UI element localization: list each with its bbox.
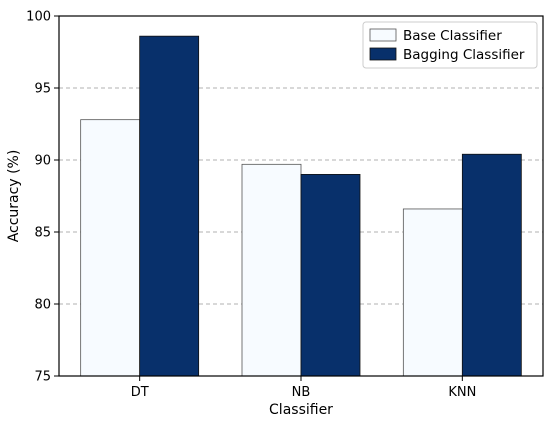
legend-label-base: Base Classifier: [403, 28, 502, 44]
legend: Base Classifier Bagging Classifier: [362, 21, 538, 69]
bars: [80, 35, 522, 377]
legend-swatch-base: [369, 28, 397, 42]
y-tick-label-75: 75: [34, 370, 51, 385]
y-tick-label-90: 90: [34, 154, 51, 169]
x-axis-title: Classifier: [269, 402, 333, 418]
y-axis-ticks: 75 80 85 90 95 100: [26, 10, 59, 385]
bar-nb-base: [241, 163, 302, 377]
y-tick-label-80: 80: [34, 298, 51, 313]
legend-swatch-bagging: [369, 47, 397, 61]
bar-knn-base: [402, 208, 463, 377]
legend-label-bagging: Bagging Classifier: [403, 47, 525, 63]
x-tick-label-nb: NB: [292, 385, 311, 400]
y-tick-label-85: 85: [34, 226, 51, 241]
y-tick-label-100: 100: [26, 10, 51, 25]
y-axis-title: Accuracy (%): [6, 150, 22, 243]
bar-nb-bagging: [300, 173, 361, 377]
bar-knn-bagging: [461, 153, 522, 377]
y-tick-label-95: 95: [34, 82, 51, 97]
bar-dt-base: [80, 119, 141, 377]
x-tick-label-dt: DT: [131, 385, 149, 400]
x-tick-label-knn: KNN: [448, 385, 476, 400]
legend-box: [362, 21, 538, 69]
bar-dt-bagging: [139, 35, 200, 377]
x-axis-ticks: DT NB KNN: [131, 376, 476, 400]
